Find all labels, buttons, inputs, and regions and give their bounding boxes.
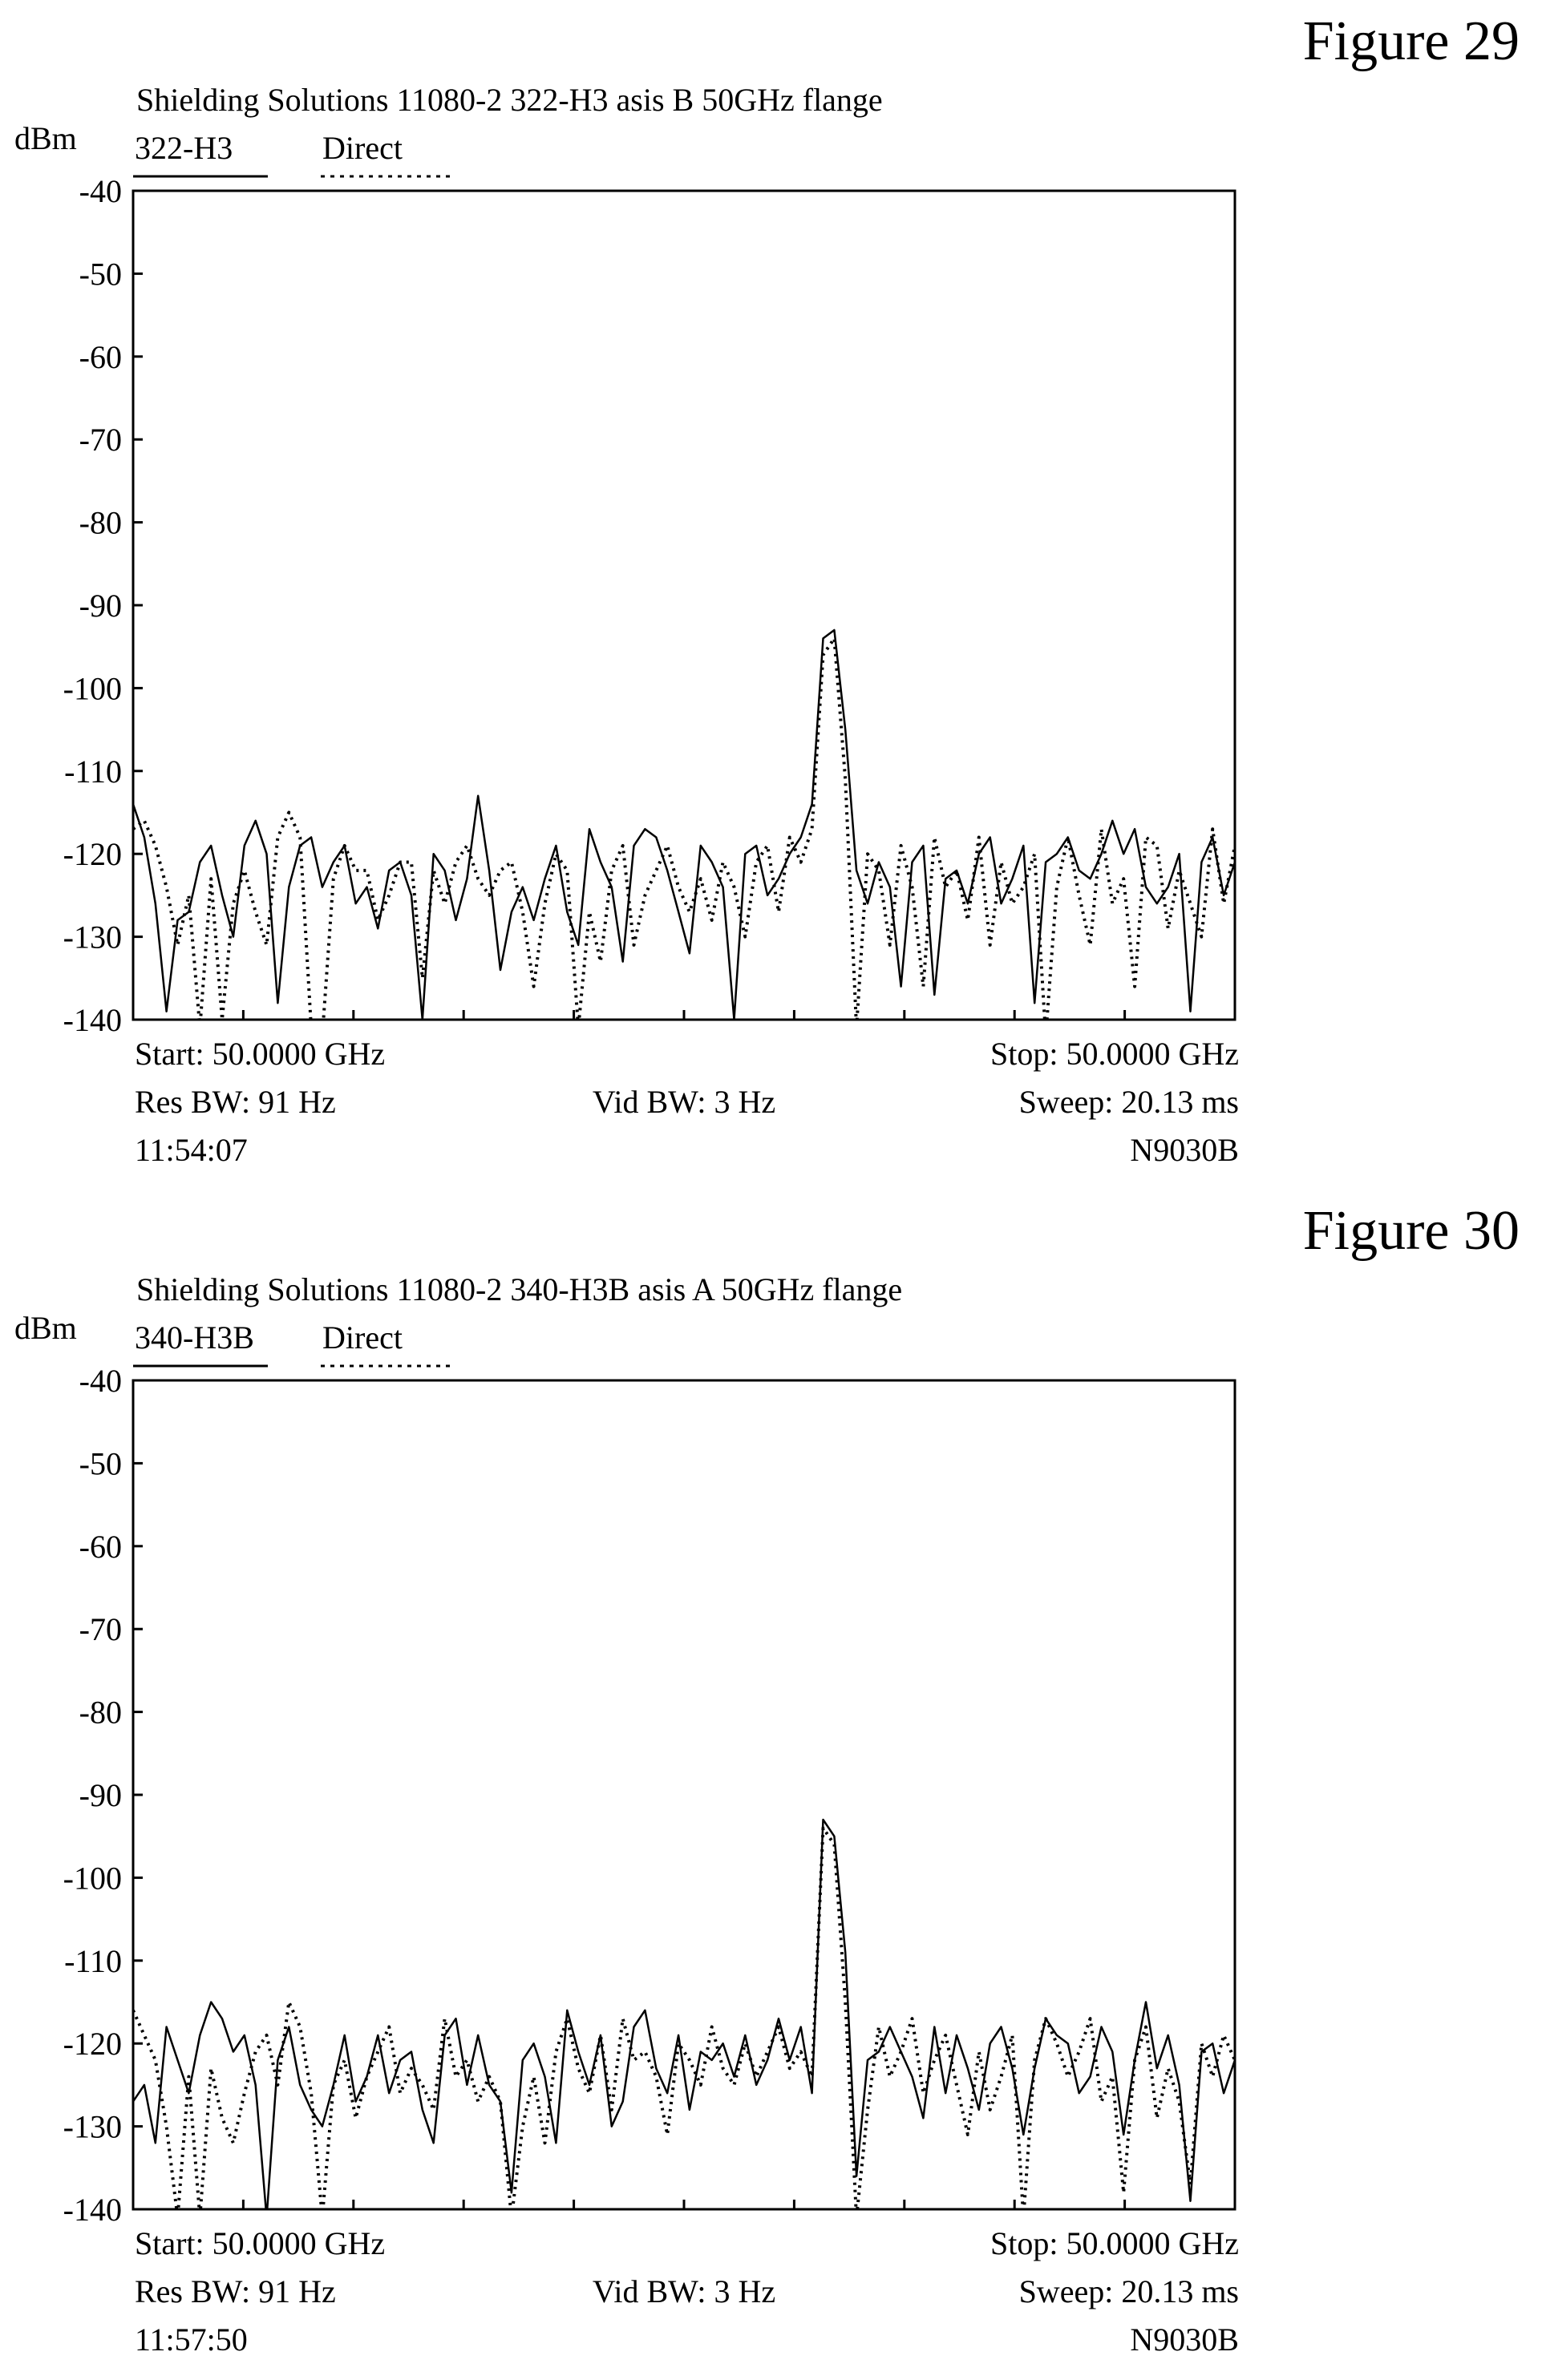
plot-frame xyxy=(132,1379,1236,2211)
sample-trace xyxy=(133,628,1235,1020)
y-tick-label: -70 xyxy=(79,1611,122,1647)
y-tick-label: -40 xyxy=(79,173,122,209)
resolution-bandwidth: Res BW: 91 Hz xyxy=(135,2273,336,2309)
sample-trace xyxy=(133,1818,1235,2209)
direct-trace xyxy=(133,1826,1235,2209)
figure-30-chart: Figure 30 Shielding Solutions 11080-2 340… xyxy=(14,1200,1520,2358)
y-tick-label: -40 xyxy=(79,1363,122,1399)
y-tick-label: -120 xyxy=(63,836,122,872)
sweep-time: Sweep: 20.13 ms xyxy=(1019,1084,1239,1120)
y-axis-unit: dBm xyxy=(14,120,77,156)
timestamp: 11:54:07 xyxy=(135,1132,248,1168)
y-tick-label: -50 xyxy=(79,1445,122,1481)
direct-trace xyxy=(133,636,1235,1020)
legend-label: Direct xyxy=(322,1319,403,1356)
y-tick-label: -80 xyxy=(79,505,122,541)
y-tick-label: -110 xyxy=(64,1943,122,1979)
stop-frequency: Stop: 50.0000 GHz xyxy=(990,1036,1239,1072)
y-tick-label: -80 xyxy=(79,1695,122,1731)
y-tick-label: -60 xyxy=(79,339,122,375)
start-frequency: Start: 50.0000 GHz xyxy=(135,1036,385,1072)
instrument-model: N9030B xyxy=(1130,1132,1239,1168)
start-frequency: Start: 50.0000 GHz xyxy=(135,2225,385,2261)
y-axis-unit: dBm xyxy=(14,1310,77,1346)
y-tick-label: -120 xyxy=(63,2026,122,2062)
figure-29-chart: Figure 29 Shielding Solutions 11080-2 322… xyxy=(14,10,1520,1168)
y-tick-label: -70 xyxy=(79,422,122,458)
y-tick-label: -110 xyxy=(64,754,122,790)
y-tick-label: -60 xyxy=(79,1529,122,1565)
figure-label: Figure 30 xyxy=(1303,1200,1520,1262)
plot-frame xyxy=(132,189,1236,1021)
y-tick-label: -100 xyxy=(63,1860,122,1896)
y-tick-label: -100 xyxy=(63,670,122,706)
y-tick-label: -130 xyxy=(63,919,122,956)
instrument-model: N9030B xyxy=(1130,2321,1239,2358)
y-tick-label: -90 xyxy=(79,588,122,624)
stop-frequency: Stop: 50.0000 GHz xyxy=(990,2225,1239,2261)
legend-label: Direct xyxy=(322,130,403,166)
video-bandwidth: Vid BW: 3 Hz xyxy=(593,2273,775,2309)
chart-title: Shielding Solutions 11080-2 340-H3B asis… xyxy=(136,1271,902,1307)
figure-label: Figure 29 xyxy=(1303,10,1520,72)
y-tick-label: -130 xyxy=(63,2109,122,2145)
legend-label: 340-H3B xyxy=(135,1319,254,1356)
y-tick-label: -140 xyxy=(63,1002,122,1038)
sweep-time: Sweep: 20.13 ms xyxy=(1019,2273,1239,2309)
legend-label: 322-H3 xyxy=(135,130,233,166)
timestamp: 11:57:50 xyxy=(135,2321,248,2358)
resolution-bandwidth: Res BW: 91 Hz xyxy=(135,1084,336,1120)
y-tick-label: -50 xyxy=(79,256,122,292)
y-tick-label: -90 xyxy=(79,1777,122,1813)
y-tick-label: -140 xyxy=(63,2192,122,2228)
video-bandwidth: Vid BW: 3 Hz xyxy=(593,1084,775,1120)
chart-title: Shielding Solutions 11080-2 322-H3 asis … xyxy=(136,82,883,118)
